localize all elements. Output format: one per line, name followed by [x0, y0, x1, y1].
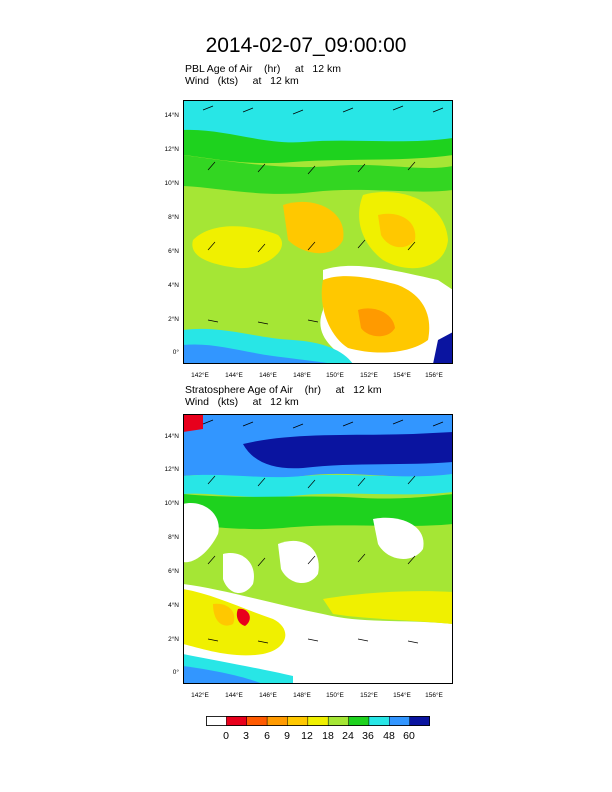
lat-label: 8°N	[168, 214, 179, 221]
colorbar-cell	[307, 716, 329, 726]
lon-label: 150°E	[326, 372, 344, 379]
colorbar-cell	[246, 716, 268, 726]
panel1-wind-label: Wind (kts) at 12 km	[185, 75, 299, 87]
colorbar-label: 60	[403, 730, 415, 742]
colorbar-label: 36	[362, 730, 374, 742]
colorbar-label: 0	[223, 730, 229, 742]
colorbar-cell	[287, 716, 309, 726]
panel2-field-label: Stratosphere Age of Air (hr) at 12 km	[185, 384, 382, 396]
colorbar-cell	[327, 716, 350, 726]
colorbar-label: 48	[383, 730, 395, 742]
lat-label: 8°N	[168, 534, 179, 541]
lat-label: 6°N	[168, 568, 179, 575]
lon-label: 142°E	[191, 692, 209, 699]
colorbar-label: 3	[243, 730, 249, 742]
lat-label: 12°N	[164, 146, 179, 153]
colorbar-label: 18	[322, 730, 334, 742]
lat-label: 12°N	[164, 466, 179, 473]
lon-label: 144°E	[225, 692, 243, 699]
stratosphere-age-map	[183, 414, 453, 684]
colorbar-cell	[226, 716, 248, 726]
lon-label: 150°E	[326, 692, 344, 699]
lat-label: 4°N	[168, 602, 179, 609]
lon-label: 142°E	[191, 372, 209, 379]
lon-label: 154°E	[393, 692, 411, 699]
colorbar-label: 6	[264, 730, 270, 742]
lat-label: 10°N	[164, 500, 179, 507]
lon-label: 148°E	[293, 372, 311, 379]
panel2-wind-label: Wind (kts) at 12 km	[185, 396, 299, 408]
lat-label: 6°N	[168, 248, 179, 255]
lat-label: 4°N	[168, 282, 179, 289]
lat-label: 2°N	[168, 636, 179, 643]
colorbar-cell	[409, 716, 430, 726]
lon-label: 156°E	[425, 692, 443, 699]
lon-label: 152°E	[360, 372, 378, 379]
lon-label: 156°E	[425, 372, 443, 379]
lon-label: 152°E	[360, 692, 378, 699]
pbl-age-map	[183, 100, 453, 364]
lon-label: 148°E	[293, 692, 311, 699]
colorbar-cell	[206, 716, 227, 726]
colorbar-label: 9	[284, 730, 290, 742]
lat-label: 10°N	[164, 180, 179, 187]
lon-label: 146°E	[259, 372, 277, 379]
lat-label: 14°N	[164, 112, 179, 119]
lat-label: 2°N	[168, 316, 179, 323]
lon-label: 154°E	[393, 372, 411, 379]
colorbar-cell	[389, 716, 411, 726]
lat-label: 0°	[172, 349, 179, 356]
colorbar-cell	[266, 716, 288, 726]
panel1-field-label: PBL Age of Air (hr) at 12 km	[185, 63, 342, 75]
lon-label: 144°E	[225, 372, 243, 379]
colorbar-label: 12	[301, 730, 313, 742]
lon-label: 146°E	[259, 692, 277, 699]
stratosphere-age-map-panel: 14°N 12°N 10°N 8°N 6°N 4°N 2°N 0° 142°E …	[164, 414, 453, 699]
figure-title: 2014-02-07_09:00:00	[205, 34, 407, 57]
lat-label: 0°	[172, 669, 179, 676]
colorbar-label: 24	[342, 730, 354, 742]
colorbar-cell	[368, 716, 390, 726]
colorbar-cell	[348, 716, 370, 726]
lat-label: 14°N	[164, 433, 179, 440]
pbl-age-map-panel: 14°N 12°N 10°N 8°N 6°N 4°N 2°N 0° 142°E …	[164, 100, 453, 379]
colorbar	[206, 716, 430, 726]
